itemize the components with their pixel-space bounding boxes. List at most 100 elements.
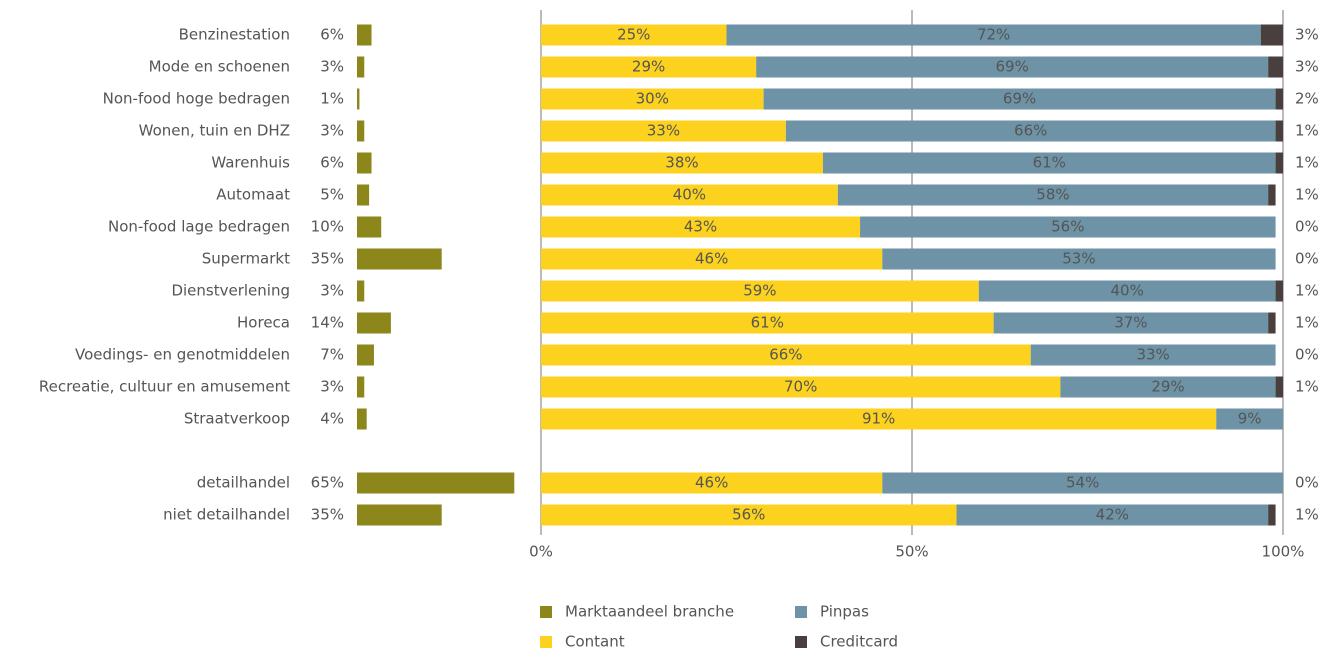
value-label: 58% bbox=[1036, 186, 1069, 204]
value-label: 3% bbox=[320, 58, 344, 76]
value-label: 1% bbox=[1295, 186, 1319, 204]
value-label: 0% bbox=[1295, 474, 1319, 492]
value-label: 30% bbox=[636, 90, 669, 108]
value-label: 59% bbox=[743, 282, 776, 300]
value-label: 2% bbox=[1295, 90, 1319, 108]
share-bar bbox=[357, 472, 515, 494]
value-label: 61% bbox=[751, 314, 784, 332]
x-tick-label: 0% bbox=[529, 543, 553, 561]
category-label: Mode en schoenen bbox=[149, 58, 290, 76]
segment bbox=[1275, 152, 1283, 174]
value-label: 40% bbox=[673, 186, 706, 204]
category-label: Warenhuis bbox=[211, 154, 290, 172]
value-label: 1% bbox=[1295, 154, 1319, 172]
segment bbox=[956, 504, 1269, 526]
segment bbox=[1268, 312, 1276, 334]
segment bbox=[1268, 184, 1276, 206]
value-label: 38% bbox=[665, 154, 698, 172]
value-label: 56% bbox=[1051, 218, 1084, 236]
segment bbox=[1260, 24, 1283, 46]
value-label: 69% bbox=[995, 58, 1028, 76]
segment bbox=[541, 376, 1061, 398]
share-bar bbox=[357, 248, 442, 270]
value-label: 69% bbox=[1003, 90, 1036, 108]
segment bbox=[541, 56, 757, 78]
segment bbox=[541, 216, 861, 238]
segment bbox=[763, 88, 1276, 110]
segment bbox=[541, 312, 994, 334]
value-label: 33% bbox=[647, 122, 680, 140]
value-label: 46% bbox=[695, 250, 728, 268]
share-bar bbox=[357, 408, 367, 430]
legend-label: Pinpas bbox=[820, 603, 869, 621]
value-label: 3% bbox=[320, 282, 344, 300]
share-bar bbox=[357, 56, 365, 78]
value-label: 29% bbox=[632, 58, 665, 76]
value-label: 1% bbox=[1295, 122, 1319, 140]
category-label: Straatverkoop bbox=[184, 410, 290, 428]
category-label: niet detailhandel bbox=[163, 506, 290, 524]
value-label: 4% bbox=[320, 410, 344, 428]
share-bar bbox=[357, 184, 370, 206]
share-bar bbox=[357, 504, 442, 526]
value-label: 10% bbox=[311, 218, 344, 236]
segment bbox=[1275, 280, 1283, 302]
segment bbox=[1275, 120, 1283, 142]
category-label: Automaat bbox=[216, 186, 290, 204]
value-label: 35% bbox=[311, 250, 344, 268]
value-label: 1% bbox=[1295, 314, 1319, 332]
value-label: 3% bbox=[320, 122, 344, 140]
segment bbox=[785, 120, 1276, 142]
segment bbox=[993, 312, 1269, 334]
x-tick-label: 50% bbox=[895, 543, 928, 561]
segment bbox=[541, 344, 1031, 366]
value-label: 46% bbox=[695, 474, 728, 492]
category-label: detailhandel bbox=[197, 474, 290, 492]
category-label: Recreatie, cultuur en amusement bbox=[39, 378, 290, 396]
category-label: Non-food hoge bedragen bbox=[103, 90, 290, 108]
segment bbox=[822, 152, 1276, 174]
segment bbox=[860, 216, 1276, 238]
value-label: 56% bbox=[732, 506, 765, 524]
segment bbox=[541, 184, 838, 206]
segment bbox=[1030, 344, 1276, 366]
value-label: 1% bbox=[1295, 378, 1319, 396]
segment bbox=[1275, 376, 1283, 398]
value-label: 0% bbox=[1295, 250, 1319, 268]
value-label: 6% bbox=[320, 26, 344, 44]
value-label: 3% bbox=[1295, 26, 1319, 44]
value-label: 43% bbox=[684, 218, 717, 236]
segment bbox=[726, 24, 1261, 46]
category-label: Horeca bbox=[237, 314, 290, 332]
value-label: 9% bbox=[1238, 410, 1262, 428]
share-bar bbox=[357, 280, 365, 302]
value-label: 54% bbox=[1066, 474, 1099, 492]
segment bbox=[541, 24, 727, 46]
segment bbox=[837, 184, 1269, 206]
value-label: 1% bbox=[320, 90, 344, 108]
value-label: 0% bbox=[1295, 218, 1319, 236]
category-label: Wonen, tuin en DHZ bbox=[139, 122, 290, 140]
segment bbox=[541, 120, 786, 142]
legend-swatch bbox=[795, 606, 807, 618]
share-bar bbox=[357, 120, 365, 142]
value-label: 1% bbox=[1295, 282, 1319, 300]
value-label: 3% bbox=[320, 378, 344, 396]
legend-label: Marktaandeel branche bbox=[565, 603, 734, 621]
legend-swatch bbox=[540, 606, 552, 618]
segment bbox=[541, 504, 957, 526]
category-label: Supermarkt bbox=[202, 250, 290, 268]
segment bbox=[1268, 56, 1283, 78]
value-label: 70% bbox=[784, 378, 817, 396]
share-bar bbox=[357, 24, 372, 46]
segment bbox=[541, 472, 883, 494]
value-label: 0% bbox=[1295, 346, 1319, 364]
legend-swatch bbox=[795, 636, 807, 648]
value-label: 53% bbox=[1062, 250, 1095, 268]
value-label: 66% bbox=[769, 346, 802, 364]
share-bar bbox=[357, 88, 360, 110]
value-label: 40% bbox=[1111, 282, 1144, 300]
value-label: 35% bbox=[311, 506, 344, 524]
value-label: 33% bbox=[1136, 346, 1169, 364]
